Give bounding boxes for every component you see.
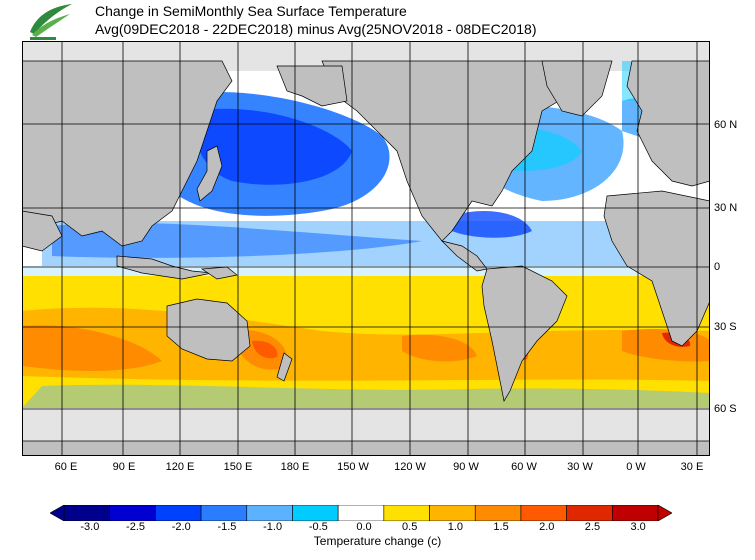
- land-new-zealand: [276, 352, 293, 382]
- colorbar-cell: [474, 505, 522, 521]
- colorbar-tick-label: 2.5: [584, 521, 601, 533]
- land-europe: [626, 60, 710, 187]
- colorbar-cell: [520, 505, 567, 521]
- colorbar-tick-label: 2.0: [539, 521, 555, 533]
- land-new-guinea: [200, 266, 238, 280]
- colorbar-cell: [155, 505, 202, 521]
- colorbar-cell: [337, 505, 385, 521]
- colorbar-cell: [429, 505, 476, 521]
- colorbar-cell: [612, 505, 659, 521]
- lat-label-60n: 60 N: [714, 119, 738, 131]
- colorbar-tick-label: 0.5: [402, 521, 418, 533]
- colorbar-right-arrow: [657, 505, 672, 521]
- colorbar-cell: [109, 505, 156, 521]
- lat-label-0: 0: [714, 261, 721, 273]
- land-north-america: [321, 60, 583, 242]
- colorbar-cell: [246, 505, 293, 521]
- sst-change-map: [22, 41, 710, 456]
- land-south-america: [481, 265, 568, 402]
- leaf-logo-icon: [30, 4, 72, 40]
- land-masses: [22, 60, 710, 456]
- lon-label-150w: 150 W: [337, 461, 369, 473]
- chart-title: Change in SemiMonthly Sea Surface Temper…: [95, 2, 537, 38]
- colorbar-tick-label: 0.0: [356, 521, 372, 533]
- lat-label-60s: 60 S: [714, 403, 737, 415]
- colorbar-tick-label: -2.0: [171, 521, 191, 533]
- lon-label-60e: 60 E: [54, 461, 78, 473]
- colorbar-cell: [383, 505, 430, 521]
- colorbar-cell: [200, 505, 248, 521]
- colorbar-left-arrow: [50, 505, 65, 521]
- warming-region: [22, 276, 710, 408]
- lat-label-30n: 30 N: [714, 202, 738, 214]
- land-greenland: [541, 60, 613, 117]
- title-line-2: Avg(09DEC2018 - 22DEC2018) minus Avg(25N…: [95, 21, 537, 37]
- land-alaska: [276, 65, 348, 107]
- lon-label-30e: 30 E: [680, 461, 704, 473]
- colorbar-tick-label: 3.0: [630, 521, 646, 533]
- colorbar-tick-label: -1.0: [263, 521, 283, 533]
- colorbar-tick-label: -2.5: [126, 521, 146, 533]
- land-australia: [166, 298, 251, 362]
- lon-label-120w: 120 W: [394, 461, 426, 473]
- colorbar-title: Temperature change (c): [313, 534, 442, 548]
- land-africa: [603, 190, 710, 347]
- lat-label-30s: 30 S: [714, 321, 737, 333]
- colorbar-tick-label: -3.0: [80, 521, 100, 533]
- colorbar-tick-label: 1.0: [447, 521, 464, 533]
- colorbar-cell: [292, 505, 339, 521]
- colorbar-tick-label: -1.5: [217, 521, 237, 533]
- colorbar-tick-label: -0.5: [308, 521, 328, 533]
- lon-label-60w: 60 W: [511, 461, 537, 473]
- lon-label-90w: 90 W: [453, 461, 479, 473]
- land-japan: [196, 145, 223, 202]
- lon-label-180e: 180 E: [280, 461, 310, 473]
- lon-label-90e: 90 E: [112, 461, 136, 473]
- lon-label-120e: 120 E: [165, 461, 195, 473]
- land-antarctica: [22, 440, 710, 456]
- colorbar-cell: [63, 505, 110, 521]
- lon-label-150e: 150 E: [223, 461, 253, 473]
- colorbar-tick-label: 1.5: [493, 521, 509, 533]
- colorbar-cell: [566, 505, 613, 521]
- colorbar: [50, 505, 672, 521]
- title-line-1: Change in SemiMonthly Sea Surface Temper…: [95, 3, 407, 19]
- land-arabia: [22, 210, 63, 252]
- graticule: [22, 41, 710, 456]
- lon-label-0w: 0 W: [626, 461, 646, 473]
- lon-label-30w: 30 W: [567, 461, 593, 473]
